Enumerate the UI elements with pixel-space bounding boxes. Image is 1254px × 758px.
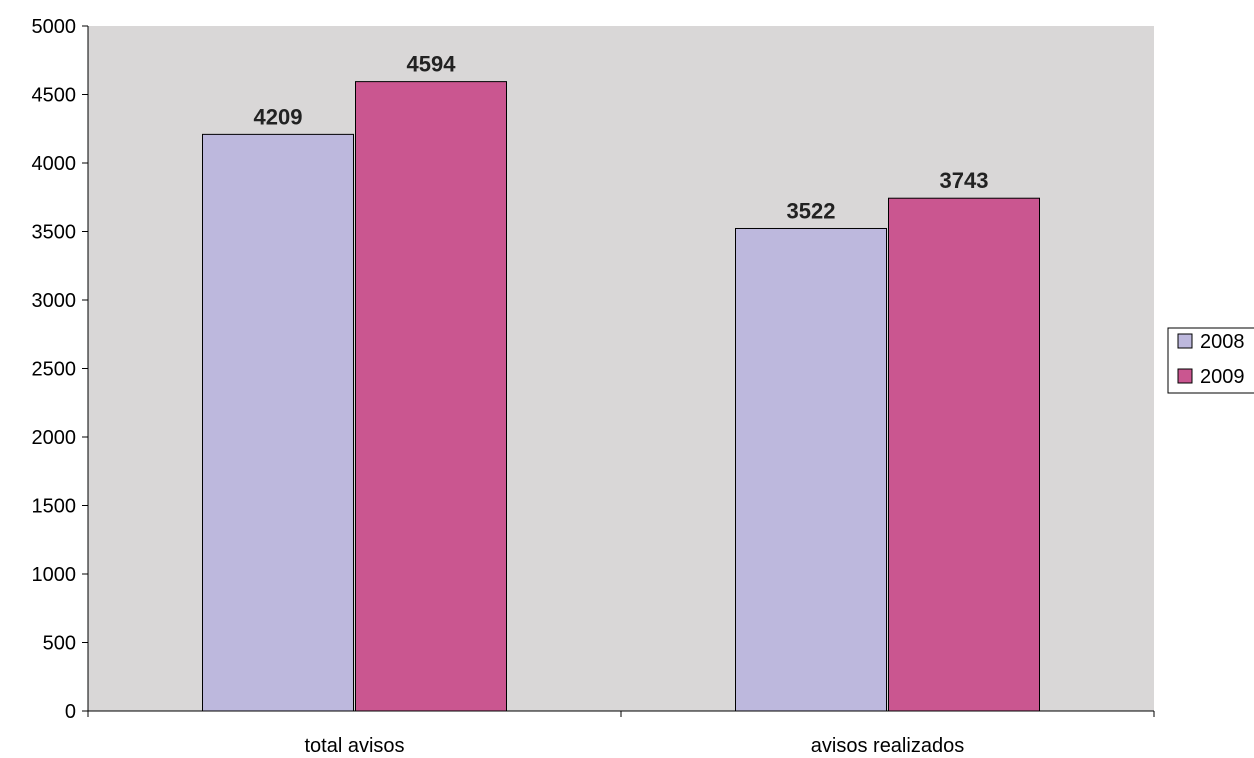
x-axis-ticks: total avisos avisos realizados [87, 711, 1155, 757]
y-tick-label: 3000 [32, 290, 77, 312]
y-tick-label: 1500 [32, 496, 77, 518]
y-tick-label: 4000 [32, 153, 77, 175]
y-tick-label: 0 [65, 701, 76, 723]
legend-label-2008: 2008 [1200, 331, 1245, 353]
y-tick-label: 2500 [32, 359, 77, 381]
y-tick-label: 4500 [32, 85, 77, 107]
data-label: 4594 [407, 52, 457, 77]
legend-label-2009: 2009 [1200, 366, 1245, 388]
x-category-label: total avisos [304, 735, 404, 757]
data-label: 3522 [787, 198, 836, 223]
y-tick-label: 5000 [32, 16, 77, 38]
y-tick-label: 1000 [32, 564, 77, 586]
bar-2008-1 [735, 227, 887, 712]
y-tick-label: 3500 [32, 222, 77, 244]
x-category-label: avisos realizados [811, 735, 964, 757]
bars-layer [202, 81, 1040, 712]
bar-2009-1 [888, 197, 1040, 712]
legend-swatch-2008 [1177, 333, 1193, 349]
y-tick-label: 2000 [32, 427, 77, 449]
y-axis-ticks: 0 500 1000 1500 2000 2500 3000 3500 4000 4500 5000 [32, 16, 88, 723]
data-label: 3743 [940, 168, 989, 193]
bar-2008-0 [202, 133, 354, 712]
legend-swatch-2009 [1177, 368, 1193, 384]
legend: 2008 2009 [1167, 327, 1254, 394]
y-tick-label: 500 [43, 633, 76, 655]
data-labels-layer: 4209 4594 3522 3743 [254, 52, 989, 224]
data-label: 4209 [254, 104, 303, 129]
bar-2009-0 [355, 81, 507, 712]
